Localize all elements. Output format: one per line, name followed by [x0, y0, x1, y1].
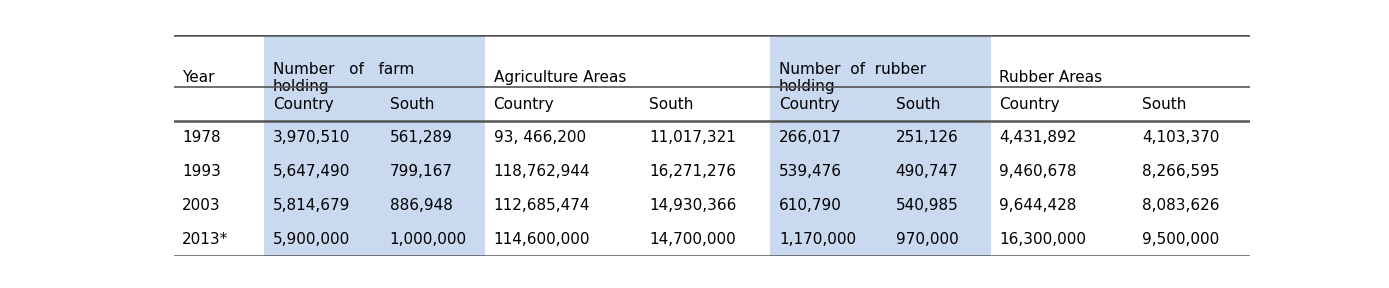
Text: 799,167: 799,167 [390, 164, 453, 179]
Text: 9,644,428: 9,644,428 [999, 198, 1076, 213]
Bar [771, 35, 888, 256]
Text: 1,170,000: 1,170,000 [779, 232, 856, 247]
Text: 5,814,679: 5,814,679 [274, 198, 350, 213]
Bar [381, 35, 485, 256]
Text: 3,970,510: 3,970,510 [274, 130, 350, 145]
Text: 1,000,000: 1,000,000 [390, 232, 467, 247]
Text: 970,000: 970,000 [896, 232, 958, 247]
Text: 9,460,678: 9,460,678 [999, 164, 1076, 179]
Text: Year: Year [182, 70, 215, 85]
Text: 93, 466,200: 93, 466,200 [493, 130, 586, 145]
Text: 610,790: 610,790 [779, 198, 842, 213]
Text: 561,289: 561,289 [390, 130, 453, 145]
Text: Number   of   farm
holding: Number of farm holding [274, 62, 414, 94]
Text: South: South [896, 96, 940, 111]
Text: 112,685,474: 112,685,474 [493, 198, 590, 213]
Text: 114,600,000: 114,600,000 [493, 232, 590, 247]
Bar [264, 35, 381, 256]
Text: Country: Country [999, 96, 1060, 111]
Text: South: South [1142, 96, 1186, 111]
Text: 539,476: 539,476 [779, 164, 842, 179]
Text: South: South [390, 96, 435, 111]
Text: 11,017,321: 11,017,321 [649, 130, 736, 145]
Text: Agriculture Areas: Agriculture Areas [493, 70, 626, 85]
Text: 2013*: 2013* [182, 232, 228, 247]
Text: 5,900,000: 5,900,000 [274, 232, 350, 247]
Text: 1978: 1978 [182, 130, 221, 145]
Text: 540,985: 540,985 [896, 198, 958, 213]
Text: Number  of  rubber
holding: Number of rubber holding [779, 62, 926, 94]
Text: 118,762,944: 118,762,944 [493, 164, 590, 179]
Text: 4,431,892: 4,431,892 [999, 130, 1076, 145]
Text: Rubber Areas: Rubber Areas [999, 70, 1103, 85]
Bar [888, 35, 990, 256]
Text: 16,271,276: 16,271,276 [649, 164, 736, 179]
Text: South: South [649, 96, 693, 111]
Text: 14,930,366: 14,930,366 [649, 198, 736, 213]
Text: 8,266,595: 8,266,595 [1142, 164, 1220, 179]
Text: 4,103,370: 4,103,370 [1142, 130, 1220, 145]
Text: 8,083,626: 8,083,626 [1142, 198, 1220, 213]
Text: 14,700,000: 14,700,000 [649, 232, 736, 247]
Text: 9,500,000: 9,500,000 [1142, 232, 1220, 247]
Text: 2003: 2003 [182, 198, 221, 213]
Text: 266,017: 266,017 [779, 130, 842, 145]
Text: Country: Country [274, 96, 333, 111]
Text: Country: Country [493, 96, 554, 111]
Text: 16,300,000: 16,300,000 [999, 232, 1086, 247]
Text: 1993: 1993 [182, 164, 221, 179]
Text: 5,647,490: 5,647,490 [274, 164, 350, 179]
Text: 251,126: 251,126 [896, 130, 958, 145]
Text: 490,747: 490,747 [896, 164, 958, 179]
Text: 886,948: 886,948 [390, 198, 453, 213]
Text: Country: Country [779, 96, 839, 111]
